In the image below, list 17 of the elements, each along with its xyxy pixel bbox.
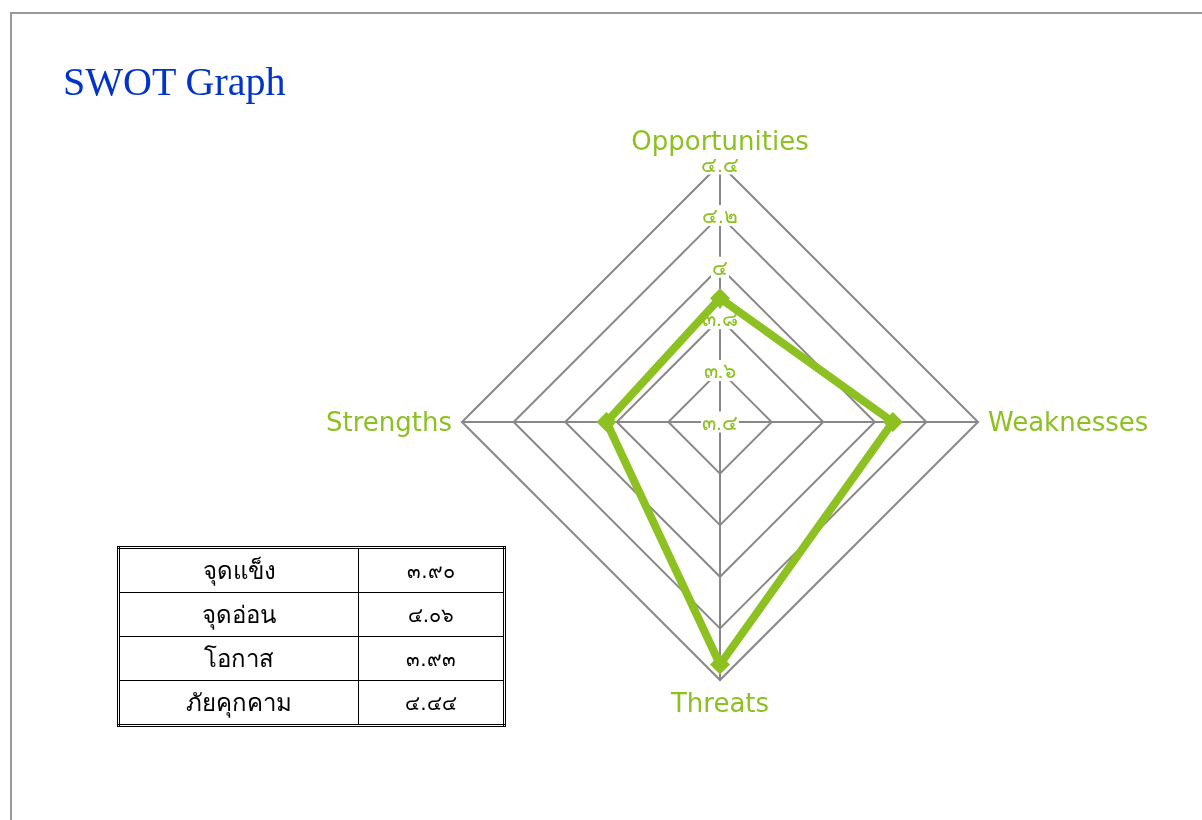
y-tick-label: ๓.๖ — [703, 358, 737, 382]
y-tick-label: ๔.๒ — [702, 204, 738, 228]
chart-title: SWOT Graph — [63, 58, 286, 105]
text: ๔.๔๔ — [358, 680, 505, 726]
text: ๓.๙๐ — [358, 547, 505, 593]
text: ๓.๙๓ — [358, 636, 505, 681]
text: ๔.๐๖ — [358, 592, 505, 637]
text: ภัยคุกคาม — [118, 680, 359, 726]
spoke-label: Strengths — [325, 407, 452, 437]
y-tick-label: ๓.๔ — [702, 410, 738, 434]
spoke-label: Threats — [669, 688, 770, 718]
y-tick-label: ๔ — [712, 255, 728, 279]
text: โอกาส — [118, 636, 359, 681]
text: จุดแข็ง — [118, 547, 359, 593]
spoke-label: Weaknesses — [988, 407, 1149, 437]
y-tick-label: ๔.๔ — [701, 152, 739, 176]
text: จุดอ่อน — [118, 592, 359, 637]
